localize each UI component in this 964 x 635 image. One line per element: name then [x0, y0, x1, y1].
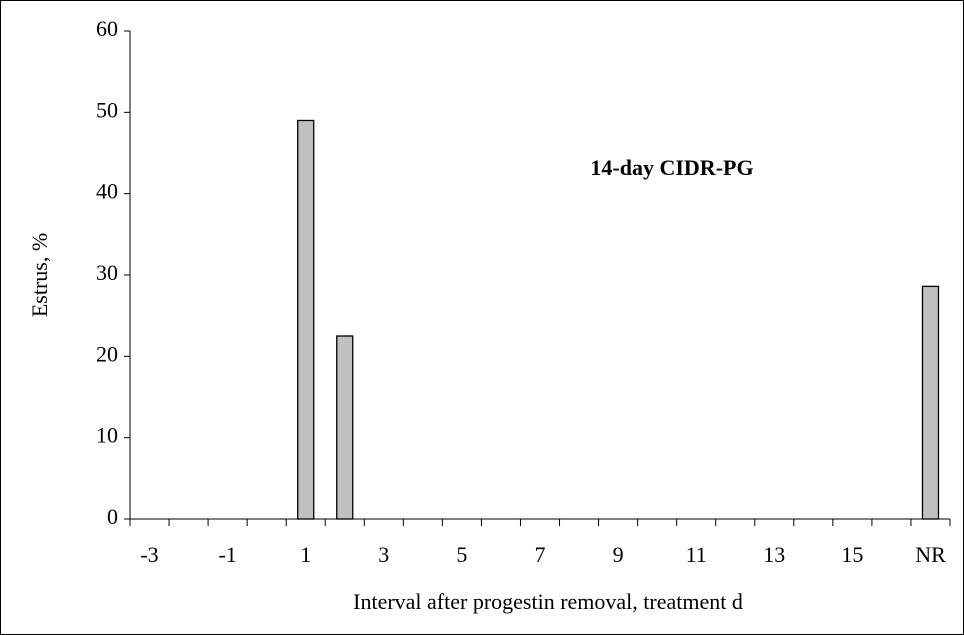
- x-axis-title: Interval after progestin removal, treatm…: [353, 589, 743, 614]
- x-tick-label: 13: [763, 542, 785, 567]
- annotation: 14-day CIDR-PG: [590, 155, 753, 180]
- y-tick-label: 10: [96, 423, 118, 448]
- y-tick-label: 30: [96, 260, 118, 285]
- x-tick-label: 3: [378, 542, 389, 567]
- y-tick-label: 0: [107, 504, 118, 529]
- x-tick-label: 11: [686, 542, 707, 567]
- bar: [336, 335, 354, 520]
- bar: [297, 119, 315, 520]
- x-tick-label: 7: [535, 542, 546, 567]
- x-tick-label: 1: [300, 542, 311, 567]
- y-axis-title: Estrus, %: [27, 233, 52, 317]
- y-tick-label: 20: [96, 341, 118, 366]
- x-tick-label: NR: [915, 542, 946, 567]
- x-tick-label: 15: [841, 542, 863, 567]
- x-tick-label: -1: [218, 542, 236, 567]
- y-tick-label: 60: [96, 16, 118, 41]
- y-tick-label: 50: [96, 97, 118, 122]
- x-tick-label: 9: [613, 542, 624, 567]
- y-tick-label: 40: [96, 179, 118, 204]
- x-tick-label: 5: [456, 542, 467, 567]
- x-tick-label: -3: [140, 542, 158, 567]
- bar: [921, 285, 940, 520]
